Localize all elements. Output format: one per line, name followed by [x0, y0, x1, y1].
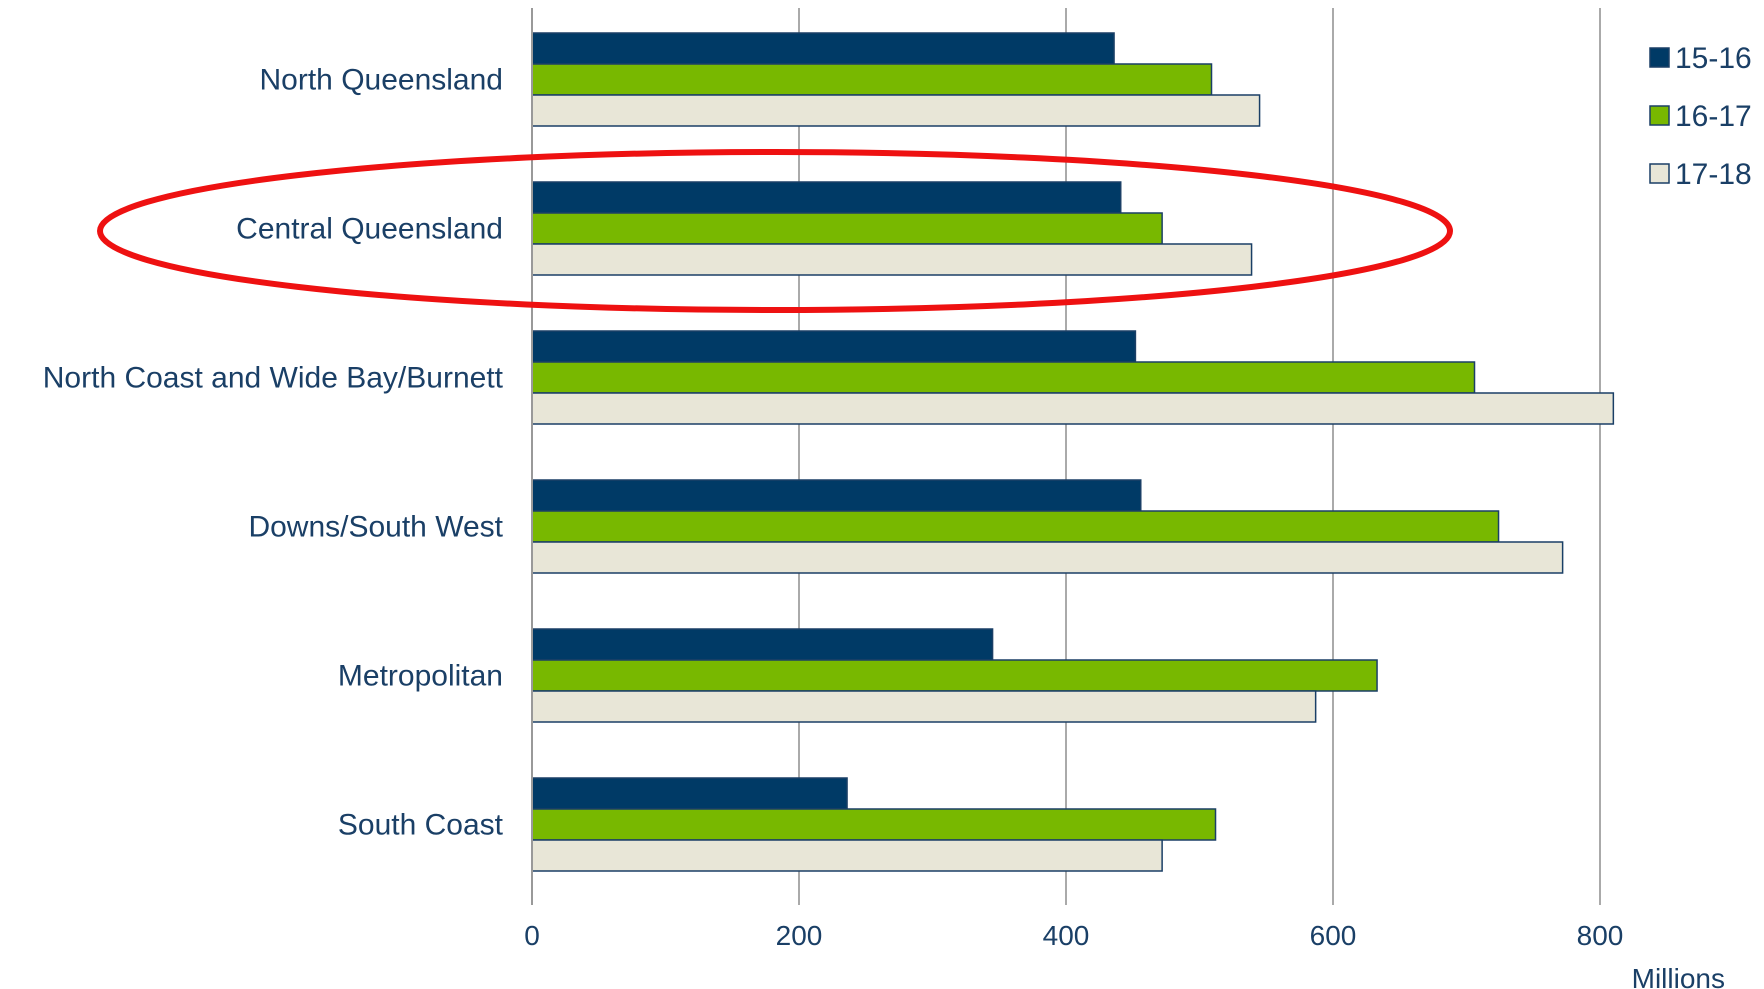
legend-label-17-18: 17-18	[1675, 158, 1752, 191]
legend-label-16-17: 16-17	[1675, 100, 1752, 133]
bar-17-18-4	[531, 690, 1317, 723]
category-label: Central Queensland	[236, 213, 503, 246]
category-label: North Queensland	[260, 64, 504, 97]
category-labels: North Queensland Central Queensland North …	[43, 64, 504, 842]
legend-label-15-16: 15-16	[1675, 42, 1752, 75]
bar-17-18-2	[531, 392, 1615, 425]
bar-17-18-5	[531, 839, 1163, 872]
legend: 15-16 16-17 17-18	[1649, 42, 1752, 191]
highlight-ellipse	[97, 149, 1453, 313]
bar-15-16-4	[531, 628, 994, 661]
grid-lines	[798, 8, 1601, 905]
legend-swatch-17-18	[1649, 163, 1670, 184]
bars	[531, 32, 1615, 872]
category-label: Metropolitan	[338, 660, 503, 693]
bar-17-18-0	[531, 94, 1261, 127]
x-tick-label: 600	[1310, 920, 1357, 951]
bar-17-18-1	[531, 243, 1253, 276]
bar-16-17-3	[531, 510, 1500, 543]
legend-swatch-15-16	[1649, 47, 1670, 68]
bar-15-16-2	[531, 330, 1137, 363]
category-label: North Coast and Wide Bay/Burnett	[43, 362, 504, 395]
legend-swatch-16-17	[1649, 105, 1670, 126]
bar-16-17-2	[531, 361, 1476, 394]
unit-label: Millions	[1632, 963, 1725, 989]
category-label: Downs/South West	[248, 511, 503, 544]
bar-16-17-4	[531, 659, 1378, 692]
bar-15-16-1	[531, 181, 1122, 214]
bar-15-16-0	[531, 32, 1115, 65]
x-tick-label: 200	[776, 920, 823, 951]
bar-17-18-3	[531, 541, 1564, 574]
bar-16-17-5	[531, 808, 1217, 841]
x-tick-labels: 0 200 400 600 800	[524, 920, 1623, 951]
bar-15-16-5	[531, 777, 848, 810]
x-tick-label: 0	[524, 920, 540, 951]
bar-15-16-3	[531, 479, 1142, 512]
x-tick-label: 800	[1577, 920, 1624, 951]
x-tick-label: 400	[1043, 920, 1090, 951]
bar-16-17-0	[531, 63, 1213, 96]
bar-16-17-1	[531, 212, 1163, 245]
category-label: South Coast	[338, 809, 504, 842]
